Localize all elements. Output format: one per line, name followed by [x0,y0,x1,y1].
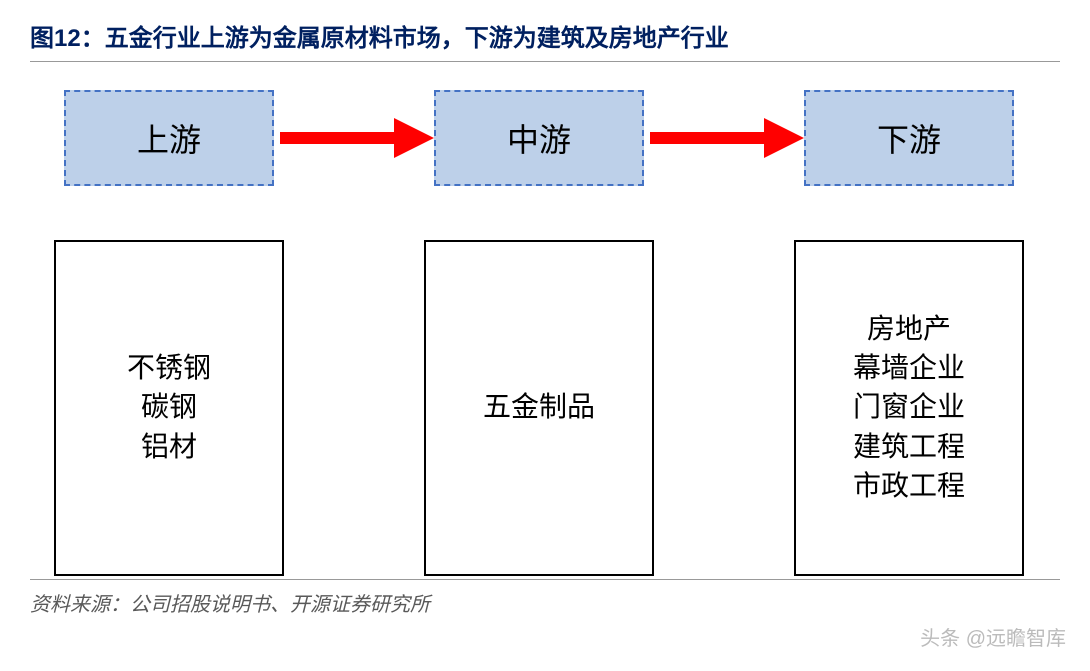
downstream-item: 房地产 [867,310,951,349]
midstream-stage-box: 中游 [434,90,644,186]
upstream-item: 不锈钢 [127,349,211,388]
downstream-item: 幕墙企业 [853,349,965,388]
watermark: 头条 @远瞻智库 [920,622,1066,651]
title-row: 图12：五金行业上游为金属原材料市场，下游为建筑及房地产行业 [30,18,1060,62]
midstream-detail-box: 五金制品 [424,240,654,576]
arrow-midstream-to-downstream [646,114,806,162]
source-row: 资料来源：公司招股说明书、开源证券研究所 [30,579,1060,617]
figure-title: 图12：五金行业上游为金属原材料市场，下游为建筑及房地产行业 [30,25,729,52]
downstream-item: 市政工程 [853,467,965,506]
supply-chain-diagram: 上游 中游 下游 不锈钢 碳钢 铝材 五金制品 房地产 幕墙企业 门窗企业 [30,90,1060,590]
source-text: 资料来源：公司招股说明书、开源证券研究所 [30,594,430,616]
upstream-stage-box: 上游 [64,90,274,186]
downstream-item: 门窗企业 [853,388,965,427]
downstream-stage-label: 下游 [877,115,941,161]
downstream-stage-box: 下游 [804,90,1014,186]
midstream-stage-label: 中游 [507,115,571,161]
upstream-stage-label: 上游 [137,115,201,161]
upstream-item: 碳钢 [141,388,197,427]
figure-container: 图12：五金行业上游为金属原材料市场，下游为建筑及房地产行业 上游 中游 下游 … [0,0,1090,671]
arrow-upstream-to-midstream [276,114,436,162]
upstream-detail-box: 不锈钢 碳钢 铝材 [54,240,284,576]
downstream-item: 建筑工程 [853,428,965,467]
upstream-item: 铝材 [141,428,197,467]
downstream-detail-box: 房地产 幕墙企业 门窗企业 建筑工程 市政工程 [794,240,1024,576]
midstream-item: 五金制品 [483,388,595,427]
